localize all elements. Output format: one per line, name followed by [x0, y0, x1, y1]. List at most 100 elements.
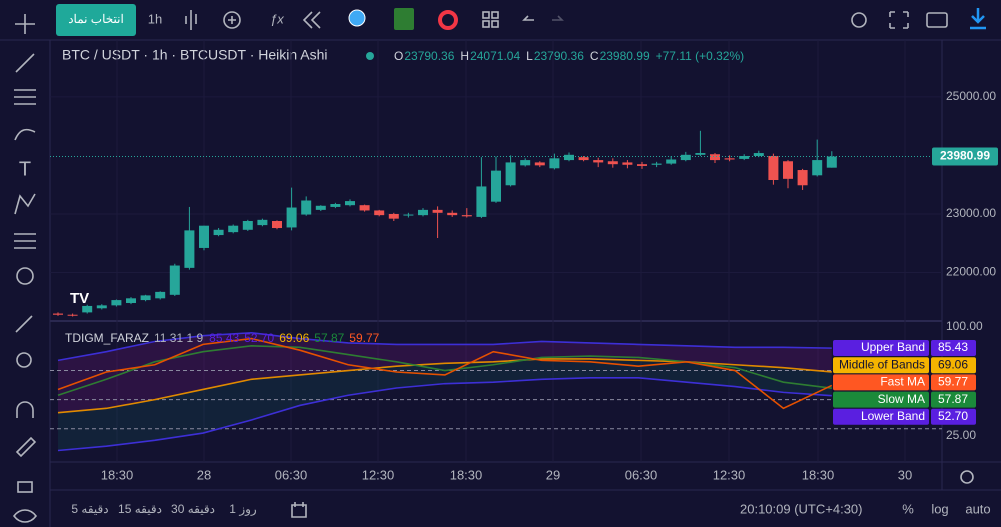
price-tick-label: 23000.00 — [946, 206, 996, 220]
time-label: 18:30 — [450, 467, 483, 482]
candle-body — [301, 200, 312, 215]
tag-value: 57.87 — [938, 392, 968, 406]
interval-option[interactable]: 30 دقیقه — [171, 502, 215, 516]
last-price-label: 23980.99 — [940, 149, 990, 163]
tag-value-bg — [931, 408, 976, 425]
candle-body — [724, 158, 735, 160]
draw-mode-tool[interactable] — [15, 436, 37, 458]
brush-tool[interactable] — [14, 128, 36, 141]
log-toggle[interactable]: log — [931, 501, 948, 516]
tag-value-bg — [931, 391, 976, 408]
candle-body — [67, 314, 78, 316]
indicator-legend-value: 59.77 — [349, 331, 379, 345]
magnet-tool[interactable] — [16, 401, 34, 418]
undo-icon[interactable] — [522, 15, 534, 21]
settings-icon[interactable] — [851, 12, 867, 28]
measure-tool[interactable] — [15, 315, 33, 333]
candle-body — [666, 159, 677, 164]
ohlc-value: 23790.36 — [534, 49, 584, 63]
candle-body — [447, 212, 458, 216]
band-fill-lower — [58, 358, 832, 451]
download-icon[interactable] — [970, 8, 986, 30]
tag-name: Slow MA — [878, 392, 925, 406]
candle-body — [768, 155, 779, 180]
tag-name-bg — [833, 340, 929, 356]
auto-toggle[interactable]: auto — [965, 501, 990, 516]
zoom-tool[interactable] — [16, 352, 32, 368]
candle-body — [549, 158, 560, 169]
candle-body — [607, 161, 618, 165]
interval-option[interactable]: 15 دقیقه — [118, 502, 162, 516]
indicator-icon[interactable] — [223, 11, 241, 29]
refresh-icon[interactable] — [438, 10, 458, 30]
candle-body — [330, 204, 341, 207]
candle-body — [359, 205, 370, 211]
icon-tool[interactable] — [16, 267, 34, 285]
icon-detail — [228, 16, 236, 24]
symbol-button-label[interactable]: انتخاب نماد — [68, 12, 124, 26]
candle-body — [272, 221, 282, 229]
visibility-tool[interactable] — [12, 509, 38, 523]
text-tool[interactable]: T — [19, 158, 31, 180]
tag-name-bg — [833, 391, 929, 408]
time-label: 06:30 — [275, 467, 308, 482]
indicator-name: TDIGM_FARAZ — [65, 331, 149, 345]
candle-body — [491, 170, 501, 202]
ohlc-value: 24071.04 — [470, 49, 520, 63]
lock-tool[interactable] — [17, 481, 33, 493]
percent-toggle[interactable]: % — [902, 501, 914, 516]
candle-body — [593, 160, 604, 163]
ohlc-key: O — [394, 49, 403, 63]
interval-button[interactable]: 1h — [148, 11, 162, 26]
toolbar-icons: ƒx — [185, 8, 986, 30]
chart-title: BTC / USDT · 1h · BTCUSDT · Heikin Ashi — [62, 47, 328, 63]
candle-body — [534, 162, 545, 166]
pattern-tool[interactable] — [14, 193, 36, 215]
save-icon[interactable] — [394, 8, 414, 30]
redo-icon[interactable] — [552, 15, 564, 21]
change: +77.11 (+0.32%) — [656, 49, 745, 63]
time-label: 29 — [546, 467, 560, 482]
last-price-tag — [932, 147, 998, 166]
crosshair-tool[interactable] — [15, 14, 35, 34]
candle-body — [184, 230, 195, 268]
ind-tick-label: 100.00 — [946, 319, 983, 333]
candle-body — [622, 162, 633, 165]
indicator-line — [57, 345, 832, 397]
candle-body — [461, 215, 472, 217]
interval-option[interactable]: 1 روز — [229, 502, 257, 516]
replay-icon[interactable] — [302, 11, 321, 29]
axis-settings-icon[interactable] — [960, 470, 974, 484]
prediction-tool[interactable] — [14, 233, 36, 249]
ind-tick-label: 25.00 — [946, 428, 976, 442]
time-label: 30 — [898, 467, 912, 482]
fx-icon[interactable]: ƒx — [270, 11, 284, 26]
band-fill-upper — [58, 332, 832, 413]
chart-style-icon[interactable] — [185, 10, 197, 30]
candle-body — [140, 295, 151, 301]
candle-body — [520, 160, 531, 166]
candle-body — [797, 170, 808, 186]
layout-icon[interactable] — [482, 11, 490, 19]
ohlc-value: 23980.99 — [600, 49, 650, 63]
market-status — [366, 52, 374, 60]
screenshot-icon[interactable] — [926, 12, 948, 28]
tag-name-bg — [833, 408, 929, 425]
candle-body — [169, 265, 180, 295]
interval-option[interactable]: 5 دقیقه — [71, 502, 108, 516]
date-range-icon[interactable] — [291, 502, 307, 518]
fib-tool[interactable] — [14, 89, 36, 105]
ohlc-key: C — [590, 49, 599, 63]
candle-body — [345, 201, 355, 206]
tag-value-bg — [931, 340, 976, 356]
alert-icon[interactable] — [348, 9, 366, 27]
fullscreen-icon[interactable] — [889, 11, 909, 29]
trendline-tool[interactable] — [15, 53, 35, 73]
icon-detail — [491, 20, 499, 28]
tag-value: 85.43 — [938, 340, 968, 354]
price-tick-label: 25000.00 — [946, 89, 996, 103]
candle-body — [374, 210, 385, 216]
symbol-button[interactable] — [56, 4, 136, 36]
